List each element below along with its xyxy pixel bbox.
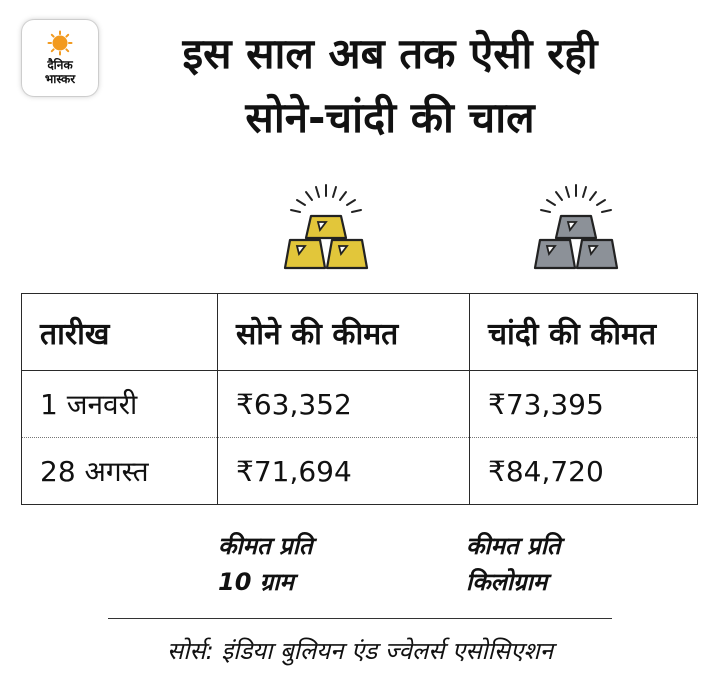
table-row: 28 अगस्त ₹71,694 ₹84,720: [21, 437, 698, 505]
source-credit: सोर्स: इंडिया बुलियन एंड ज्वेलर्स एसोसिए…: [166, 637, 554, 665]
dainik-bhaskar-logo: दैनिक भास्कर: [22, 20, 98, 96]
title-line-1: इस साल अब तक ऐसी रही: [182, 29, 598, 78]
cell-date: 1 जनवरी: [21, 370, 218, 438]
silver-note-line-2: किलोग्राम: [466, 568, 548, 596]
logo-text-line2: भास्कर: [44, 72, 76, 86]
sun-logo-icon: [47, 30, 73, 56]
cell-silver-price: ₹73,395: [469, 370, 698, 438]
silver-note-line-1: कीमत प्रति: [466, 532, 561, 560]
header-gold-price: सोने की कीमत: [217, 293, 470, 371]
price-table: तारीख सोने की कीमत चांदी की कीमत 1 जनवरी…: [21, 293, 698, 505]
logo-text-line1: दैनिक: [47, 58, 73, 72]
title-line-2: सोने-चांदी की चाल: [245, 93, 535, 142]
header-date: तारीख: [21, 293, 218, 371]
cell-date: 28 अगस्त: [21, 437, 218, 505]
silver-price-unit-note: कीमत प्रति किलोग्राम: [466, 528, 561, 600]
cell-gold-price: ₹71,694: [217, 437, 470, 505]
divider: [108, 618, 612, 619]
table-row: 1 जनवरी ₹63,352 ₹73,395: [21, 370, 698, 438]
table-header-row: तारीख सोने की कीमत चांदी की कीमत: [21, 293, 698, 371]
page-title: इस साल अब तक ऐसी रही सोने-चांदी की चाल: [110, 22, 670, 150]
gold-bars-icon: [283, 184, 369, 270]
header-silver-price: चांदी की कीमत: [469, 293, 698, 371]
gold-note-line-2: 10 ग्राम: [218, 568, 294, 596]
gold-price-unit-note: कीमत प्रति 10 ग्राम: [218, 528, 313, 600]
gold-note-line-1: कीमत प्रति: [218, 532, 313, 560]
cell-gold-price: ₹63,352: [217, 370, 470, 438]
silver-bars-icon: [533, 184, 619, 270]
cell-silver-price: ₹84,720: [469, 437, 698, 505]
